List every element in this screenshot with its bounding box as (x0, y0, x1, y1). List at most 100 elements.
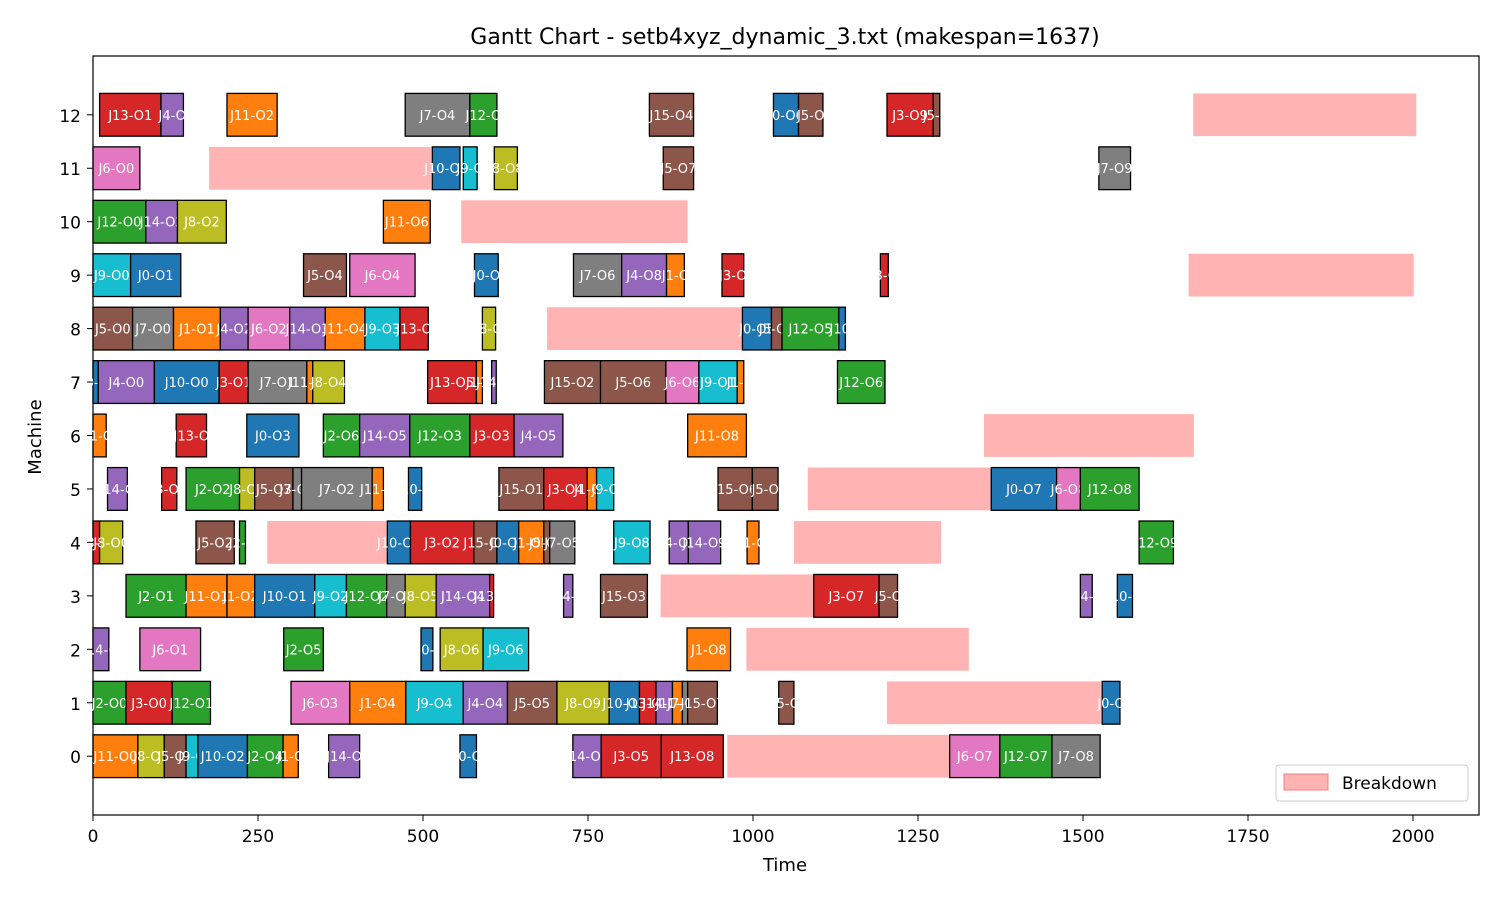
operation-rect (813, 573, 880, 618)
operation-bar: J9-O3 (364, 306, 401, 351)
operation-bar: J1-O (276, 734, 304, 779)
operation-label: J12-O7 (1003, 750, 1048, 765)
operation-rect (92, 199, 147, 244)
operation-label: J9-O6 (487, 643, 524, 658)
operation-label: J3-O2 (150, 483, 187, 498)
operation-rect (404, 92, 471, 137)
operation-bar: J4-O (158, 92, 186, 137)
breakdown-bar (209, 146, 431, 190)
operation-rect (746, 520, 760, 565)
legend: Breakdown (1275, 764, 1469, 802)
operation-label: J7-O9 (1096, 162, 1133, 177)
operation-bar: J1-O (738, 520, 767, 565)
operation-rect (493, 146, 519, 191)
breakdown-layer (209, 93, 1417, 778)
operation-bar: J12-O9 (1133, 520, 1178, 565)
operation-label: J2-O5 (285, 643, 322, 658)
operation-rect (98, 520, 124, 565)
operation-label: J7-O4 (419, 109, 456, 124)
y-axis-label: Machine (25, 399, 46, 474)
operation-bar: J2-O (228, 520, 256, 565)
operation-bar: J8-O2 (176, 199, 227, 244)
operation-bar: J9-O2 (312, 573, 349, 618)
operation-label: J5-O (772, 697, 800, 712)
operation-label: J14-O9 (682, 536, 727, 551)
operation-rect (358, 413, 411, 458)
operation-label: J14-O2 (139, 216, 184, 231)
operation-bar: J13-O (173, 413, 209, 458)
operation-bar: J5-O0 (92, 306, 134, 351)
operation-bar: J3-O2 (150, 466, 187, 511)
operation-label: J0-O (1096, 697, 1124, 712)
operation-bar: J0-O (1096, 680, 1125, 725)
operation-rect (473, 253, 499, 298)
operation-label: J3-O3 (473, 430, 510, 445)
chart-title: Gantt Chart - setb4xyz_dynamic_3.txt (ma… (470, 25, 1099, 50)
operation-rect (1079, 573, 1093, 618)
breakdown-bar (793, 521, 942, 564)
operation-label: J12-O9 (1133, 536, 1178, 551)
operation-rect (459, 734, 478, 779)
operation-rect (312, 360, 346, 405)
operation-label: J8-O8 (487, 162, 524, 177)
operation-bar: J1-O (661, 253, 689, 298)
operation-label: J15-O3 (601, 590, 646, 605)
operation-rect (314, 573, 348, 618)
operation-rect (506, 680, 558, 725)
operation-label: J7-O2 (318, 483, 355, 498)
operation-rect (349, 253, 416, 298)
operation-label: J12-O1 (168, 697, 213, 712)
operation-rect (172, 306, 222, 351)
operation-rect (420, 627, 434, 672)
operation-bar: J5-O6 (599, 360, 667, 405)
operation-bar: J12-O8 (1079, 466, 1140, 511)
operation-bar: J0-O3 (246, 413, 300, 458)
x-axis-ticks: 0 250 500 750 1000 1250 1500 1750 2000 (88, 815, 1435, 847)
operation-bar: J8-O5 (402, 573, 439, 618)
operation-label: J14-O7 (564, 750, 609, 765)
operation-bar: J11-O6 (382, 199, 431, 244)
operation-label: J10-O0 (164, 376, 209, 391)
operation-label: J8-O2 (183, 216, 220, 231)
operation-bar: J4-O9 (660, 520, 697, 565)
operation-rect (185, 573, 228, 618)
operation-bar: J1-O5 (512, 520, 549, 565)
operation-label: J11-O6 (384, 216, 429, 231)
operation-label: J5-O0 (94, 323, 131, 338)
operation-label: J8-O5 (402, 590, 439, 605)
operation-bar: J6-O3 (290, 680, 351, 725)
operation-bar: J3-O7 (813, 573, 880, 618)
operation-rect (556, 680, 610, 725)
operation-label: J11-O8 (694, 430, 739, 445)
operation-bar: J3-O1 (215, 360, 251, 405)
operation-label: J3-O9 (891, 109, 928, 124)
operation-bar: J10-O (396, 466, 433, 511)
operation-rect (687, 520, 722, 565)
operation-rect (92, 146, 141, 191)
operation-label: J1-O (661, 269, 689, 284)
operation-label: J0-O (472, 269, 500, 284)
operation-label: J8-O9 (564, 697, 601, 712)
operation-rect (1138, 520, 1175, 565)
operation-label: J10-O (408, 643, 445, 658)
operation-label: J11-O2 (229, 109, 274, 124)
operation-rect (246, 734, 284, 779)
operation-bar: J4-O5 (513, 413, 564, 458)
operation-label: J9-O2 (312, 590, 349, 605)
operation-label: J4-O4 (467, 697, 504, 712)
operation-rect (404, 573, 437, 618)
operation-rect (836, 360, 886, 405)
operation-rect (665, 253, 686, 298)
operation-bar: J11-O4 (322, 306, 367, 351)
operation-bar: J7-O5 (543, 520, 580, 565)
operation-bar: J9-O8 (613, 520, 651, 565)
operation-bar: J7-O6 (572, 253, 623, 298)
operation-rect (717, 466, 753, 511)
operation-label: J15-O1 (498, 483, 543, 498)
operation-rect (302, 253, 348, 298)
operation-rect (407, 466, 423, 511)
operation-bar: J5-O (751, 466, 779, 511)
operation-label: J1-O8 (690, 643, 727, 658)
operation-bar: J7-O0 (131, 306, 175, 351)
operation-bar: J4-O0 (97, 360, 156, 405)
